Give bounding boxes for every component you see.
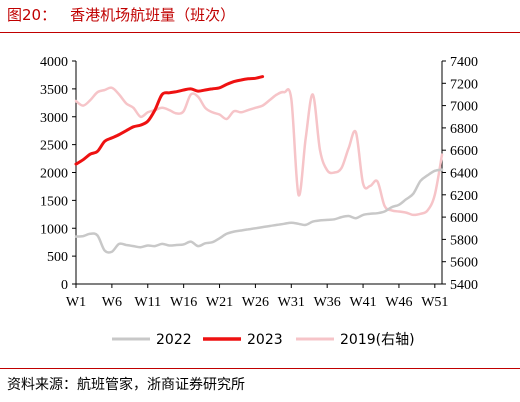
right-tick-label: 5400: [450, 278, 478, 293]
series-line-2023: [74, 75, 265, 166]
left-tick-label: 500: [47, 250, 68, 265]
left-tick-label: 2500: [40, 139, 68, 154]
x-tick-label: W1: [66, 295, 86, 310]
x-tick-label: W51: [421, 295, 448, 310]
series-line-2019: [74, 86, 444, 217]
x-tick-label: W26: [242, 295, 269, 310]
x-tick-label: W16: [170, 295, 197, 310]
right-tick-label: 7200: [450, 77, 478, 92]
x-tick-label: W41: [349, 295, 376, 310]
right-tick-label: 5600: [450, 256, 478, 271]
left-tick-label: 3500: [40, 83, 68, 98]
right-tick-label: 7000: [450, 100, 478, 115]
right-tick-label: 6000: [450, 211, 478, 226]
left-tick-label: 2000: [40, 167, 68, 182]
left-tick-label: 1500: [40, 194, 68, 209]
right-tick-label: 6400: [450, 167, 478, 182]
figure-title: 图20： 香港机场航班量（班次）: [7, 4, 235, 25]
right-tick-label: 6800: [450, 122, 478, 137]
x-tick-label: W36: [314, 295, 341, 310]
legend-label: 2023: [247, 332, 283, 348]
x-tick-label: W6: [102, 295, 122, 310]
x-tick-label: W31: [278, 295, 305, 310]
right-tick-label: 6200: [450, 189, 478, 204]
right-tick-label: 6600: [450, 144, 478, 159]
chart-tick-labels: 0 500 1000 1500 2000 2500 3000 3500 4000 5400 5600…: [40, 55, 478, 310]
left-tick-label: 3000: [40, 111, 68, 126]
chart-axes: [72, 60, 446, 288]
left-tick-label: 4000: [40, 55, 68, 70]
right-tick-label: 5800: [450, 233, 478, 248]
right-tick-label: 7400: [450, 55, 478, 70]
legend-label: 2022: [156, 332, 192, 348]
legend-label: 2019(右轴): [340, 332, 415, 348]
figure-number: 图20：: [7, 6, 57, 24]
left-tick-label: 0: [61, 278, 68, 293]
figure-title-text: 香港机场航班量（班次）: [70, 6, 236, 24]
title-rule: [0, 32, 520, 33]
left-tick-label: 1000: [40, 222, 68, 237]
chart-legend: 2022 2023 2019(右轴): [112, 332, 415, 348]
source-note: 资料来源：航班管家，浙商证券研究所: [7, 377, 245, 393]
x-tick-label: W46: [385, 295, 412, 310]
series-line-2022: [74, 168, 444, 254]
x-tick-label: W21: [206, 295, 233, 310]
footer-rule: [0, 368, 520, 369]
chart-series: [74, 75, 444, 254]
x-tick-label: W11: [134, 295, 161, 310]
